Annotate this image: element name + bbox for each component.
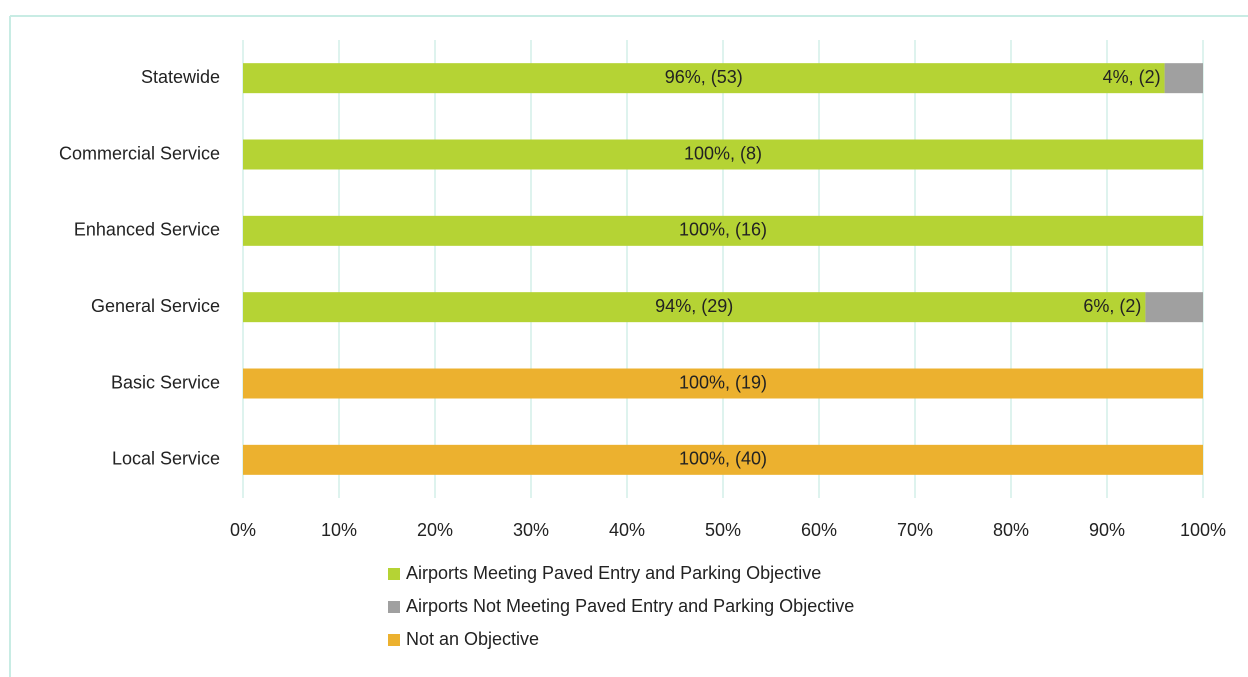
legend-swatch: [388, 634, 400, 646]
data-label: 100%, (19): [679, 372, 767, 392]
data-label: 100%, (40): [679, 449, 767, 469]
legend-swatch: [388, 601, 400, 613]
bar-segment: [1164, 63, 1203, 94]
x-tick-label: 80%: [993, 520, 1029, 540]
data-label: 4%, (2): [1103, 67, 1161, 87]
bar-segment: [243, 139, 1203, 170]
data-label: 100%, (8): [684, 143, 762, 163]
bar-segment: [243, 63, 1165, 94]
bar-segment: [243, 292, 1146, 323]
y-tick-label: Local Service: [112, 449, 220, 469]
x-tick-label: 0%: [230, 520, 256, 540]
y-tick-label: Commercial Service: [59, 143, 220, 163]
x-tick-label: 10%: [321, 520, 357, 540]
x-tick-label: 40%: [609, 520, 645, 540]
x-tick-label: 30%: [513, 520, 549, 540]
y-tick-label: Statewide: [141, 67, 220, 87]
y-tick-label: Basic Service: [111, 372, 220, 392]
legend-label: Airports Meeting Paved Entry and Parking…: [406, 563, 821, 583]
x-tick-label: 70%: [897, 520, 933, 540]
bar-segment: [243, 444, 1203, 475]
y-tick-label: General Service: [91, 296, 220, 316]
x-tick-label: 20%: [417, 520, 453, 540]
legend-swatch: [388, 568, 400, 580]
data-label: 6%, (2): [1083, 296, 1141, 316]
bar-segment: [1145, 292, 1203, 323]
data-label: 94%, (29): [655, 296, 733, 316]
data-label: 96%, (53): [665, 67, 743, 87]
x-tick-label: 90%: [1089, 520, 1125, 540]
legend-label: Airports Not Meeting Paved Entry and Par…: [406, 596, 854, 616]
bar-segment: [243, 215, 1203, 246]
bar-segment: [243, 368, 1203, 399]
y-tick-label: Enhanced Service: [74, 220, 220, 240]
legend-label: Not an Objective: [406, 629, 539, 649]
data-label: 100%, (16): [679, 220, 767, 240]
x-tick-label: 60%: [801, 520, 837, 540]
x-tick-label: 100%: [1180, 520, 1226, 540]
x-tick-label: 50%: [705, 520, 741, 540]
